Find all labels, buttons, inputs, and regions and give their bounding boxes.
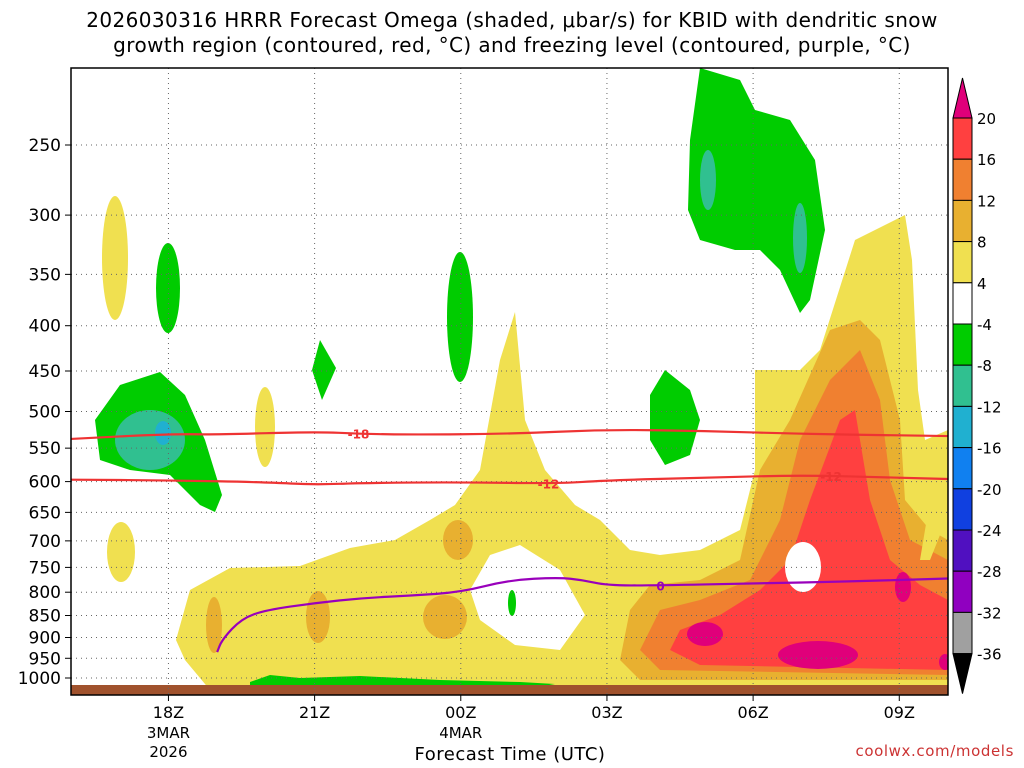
colorbar-swatch xyxy=(952,529,973,572)
colorbar-label: -24 xyxy=(977,522,1002,540)
colorbar-swatch xyxy=(952,611,973,655)
y-tick-label: 950 xyxy=(29,649,61,669)
contour-label: -18 xyxy=(348,428,370,442)
y-tick-label: 400 xyxy=(29,317,61,337)
colorbar-swatch xyxy=(952,488,973,531)
chart-title-line2: growth region (contoured, red, °C) and f… xyxy=(113,33,911,57)
colorbar-swatch xyxy=(952,447,973,490)
contour-label: -12 xyxy=(538,477,560,491)
omega-green-region-3 xyxy=(312,340,336,400)
y-tick-label: 350 xyxy=(29,265,61,285)
colorbar-swatch xyxy=(952,117,973,160)
colorbar-label: 4 xyxy=(977,275,987,293)
omega-yellow-patch-2 xyxy=(107,522,135,582)
omega-teal-region-1 xyxy=(115,410,185,470)
contour-lines: -18 -12 -12 0 xyxy=(70,428,949,653)
colorbar-swatch xyxy=(952,405,973,449)
colorbar-label: 20 xyxy=(977,110,996,128)
credit-text: coolwx.com/models xyxy=(855,742,1014,760)
omega-yellow-patch-4 xyxy=(920,430,948,560)
y-tick-label: 850 xyxy=(29,607,61,627)
y-axis: 2503003504004505005506006507007508008509… xyxy=(18,136,71,689)
x-tick-label: 21Z xyxy=(299,703,330,722)
omega-hole-2 xyxy=(470,545,585,650)
omega-gold-patch-4 xyxy=(423,595,467,639)
chart-title-line1: 2026030316 HRRR Forecast Omega (shaded, … xyxy=(86,8,938,32)
omega-teal-region-3 xyxy=(793,203,807,273)
colorbar-swatch xyxy=(952,241,973,284)
omega-shading xyxy=(95,68,948,690)
colorbar-label: -36 xyxy=(977,646,1002,664)
colorbar-swatch xyxy=(952,323,973,366)
colorbar-label: -20 xyxy=(977,481,1002,499)
colorbar-top-arrow xyxy=(952,77,973,119)
omega-green-region-4 xyxy=(447,252,473,382)
colorbar-label: 16 xyxy=(977,151,996,169)
colorbar-swatch xyxy=(952,364,973,407)
colorbar-swatch xyxy=(952,158,973,201)
y-tick-label: 650 xyxy=(29,503,61,523)
y-tick-label: 300 xyxy=(29,206,61,226)
y-tick-label: 550 xyxy=(29,439,61,459)
colorbar-label: -28 xyxy=(977,563,1002,581)
contour-label: 0 xyxy=(656,579,664,593)
colorbar-swatch xyxy=(952,282,973,325)
gridlines xyxy=(71,68,948,695)
omega-region-red-1 xyxy=(670,410,948,670)
x-tick-date-label: 3MAR xyxy=(147,724,190,742)
x-tick-label: 18Z xyxy=(153,703,184,722)
omega-hole-3 xyxy=(215,580,300,650)
colorbar-swatch xyxy=(952,570,973,613)
omega-green-region-6 xyxy=(650,370,700,465)
omega-core-magenta-1 xyxy=(687,622,723,646)
plot-frame xyxy=(70,67,949,696)
colorbar-label: 8 xyxy=(977,234,987,252)
omega-yellow-patch-1 xyxy=(102,196,128,320)
x-axis-title: Forecast Time (UTC) xyxy=(414,744,606,765)
y-tick-label: 900 xyxy=(29,628,61,648)
y-tick-label: 800 xyxy=(29,583,61,603)
omega-core-magenta-4 xyxy=(939,654,948,670)
contour-dendritic-bottom xyxy=(70,474,949,486)
omega-hole-1 xyxy=(785,542,821,592)
colorbar-label: -8 xyxy=(977,357,992,375)
colorbar-label: -4 xyxy=(977,316,992,334)
omega-gold-patch-3 xyxy=(443,520,473,560)
x-tick-date-label: 4MAR xyxy=(439,724,482,742)
colorbar-swatch xyxy=(952,199,973,243)
colorbar-label: 12 xyxy=(977,192,996,210)
colorbar-label: -32 xyxy=(977,604,1002,622)
omega-green-region-5 xyxy=(508,590,516,616)
colorbar-label: -12 xyxy=(977,398,1002,416)
x-tick-label: 06Z xyxy=(737,703,768,722)
y-tick-label: 750 xyxy=(29,558,61,578)
colorbar: 20 16 12 8 4 -4 -8 -12 -16 -20 -24 -28 -32 -36 xyxy=(952,77,1002,694)
omega-gold-patch-1 xyxy=(206,597,222,653)
contour-freezing-level xyxy=(216,577,949,653)
x-tick-year-label: 2026 xyxy=(149,743,187,761)
x-tick-label: 09Z xyxy=(884,703,915,722)
terrain-ground xyxy=(71,685,948,695)
colorbar-label: -16 xyxy=(977,440,1002,458)
y-tick-label: 1000 xyxy=(18,669,61,689)
omega-core-magenta-3 xyxy=(895,572,911,602)
omega-gold-patch-2 xyxy=(306,591,330,643)
x-tick-label: 00Z xyxy=(445,703,476,722)
x-tick-label: 03Z xyxy=(591,703,622,722)
contour-dendritic-top xyxy=(70,428,949,441)
omega-yellow-patch-3 xyxy=(255,387,275,467)
contour-label: -12 xyxy=(820,470,842,484)
omega-core-magenta-2 xyxy=(778,641,858,669)
y-tick-label: 250 xyxy=(29,136,61,156)
colorbar-bottom-arrow xyxy=(952,653,973,694)
y-tick-label: 700 xyxy=(29,532,61,552)
omega-green-region-7 xyxy=(688,68,825,313)
omega-cyan-region-1 xyxy=(155,421,171,445)
omega-teal-region-2 xyxy=(700,150,716,210)
y-tick-label: 450 xyxy=(29,362,61,382)
y-tick-label: 600 xyxy=(29,473,61,493)
y-tick-label: 500 xyxy=(29,403,61,423)
